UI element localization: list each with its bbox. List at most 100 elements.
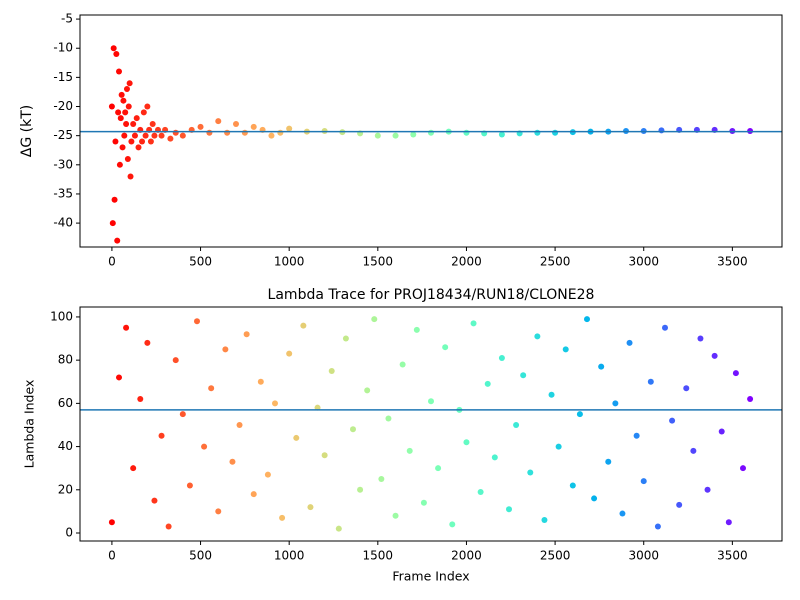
point <box>131 132 138 139</box>
point <box>127 173 134 180</box>
point <box>179 132 186 139</box>
point <box>215 508 222 515</box>
point <box>264 471 271 478</box>
point <box>576 411 583 418</box>
y-tick-label: 60 <box>58 396 73 410</box>
point <box>725 519 732 526</box>
x-tick-label: 1000 <box>274 549 305 563</box>
point <box>172 357 179 364</box>
point <box>139 138 146 145</box>
point <box>612 400 619 407</box>
point <box>158 432 165 439</box>
point <box>133 115 140 122</box>
point <box>241 129 248 136</box>
point <box>125 103 132 110</box>
point <box>144 103 151 110</box>
point <box>555 443 562 450</box>
point <box>732 370 739 377</box>
y-tick-label: -20 <box>53 99 73 113</box>
x-tick-label: 0 <box>108 255 116 269</box>
point <box>350 426 356 433</box>
point <box>151 497 158 504</box>
point <box>121 132 128 139</box>
point <box>229 458 236 465</box>
point <box>112 138 119 145</box>
point <box>111 196 118 203</box>
point <box>222 346 229 353</box>
point <box>584 316 590 323</box>
point <box>364 387 371 394</box>
point <box>268 132 275 139</box>
point <box>541 517 548 524</box>
axes-frame <box>79 14 783 248</box>
point <box>144 339 151 346</box>
point <box>449 521 456 528</box>
point <box>194 318 200 325</box>
point <box>328 367 335 374</box>
point <box>428 129 434 136</box>
y-tick-label: -25 <box>53 128 73 142</box>
point <box>117 115 124 122</box>
point <box>392 132 399 139</box>
point <box>115 109 122 116</box>
point <box>186 482 193 489</box>
point <box>116 374 122 381</box>
y-tick-label: 100 <box>50 309 73 323</box>
point <box>534 129 541 136</box>
y-tick-label: 20 <box>58 482 73 496</box>
point <box>165 523 172 530</box>
point <box>477 488 484 495</box>
point <box>215 118 222 125</box>
point <box>662 324 668 331</box>
x-tick-label: 2000 <box>451 255 482 269</box>
point <box>506 506 512 513</box>
x-tick-label: 2000 <box>451 549 482 563</box>
point <box>110 45 117 52</box>
x-tick-label: 1500 <box>363 549 394 563</box>
point <box>690 447 697 454</box>
x-axis-label: Frame Index <box>392 569 469 584</box>
x-tick-label: 2500 <box>540 549 571 563</box>
point <box>124 155 131 162</box>
point <box>300 322 307 329</box>
point <box>718 428 725 435</box>
point <box>130 465 137 472</box>
point <box>428 398 434 405</box>
point <box>740 465 746 472</box>
point <box>201 443 208 450</box>
point <box>640 478 647 485</box>
point <box>167 135 174 142</box>
point <box>463 439 470 446</box>
point <box>321 452 328 459</box>
point <box>562 346 569 353</box>
y-axis-label: ΔG (kT) <box>19 105 35 157</box>
x-tick-label: 3500 <box>717 549 748 563</box>
point <box>374 132 381 139</box>
y-tick-label: -40 <box>53 216 73 230</box>
point <box>130 121 137 128</box>
point <box>250 123 257 130</box>
x-tick-label: 500 <box>189 549 212 563</box>
point <box>548 391 555 398</box>
point <box>286 350 293 357</box>
point <box>126 80 133 87</box>
point <box>442 344 449 351</box>
point <box>335 525 342 532</box>
point <box>619 510 626 517</box>
point <box>257 378 264 385</box>
point <box>109 220 116 227</box>
point <box>654 523 661 530</box>
y-tick-label: 80 <box>58 353 73 367</box>
axes-frame <box>79 306 783 542</box>
point <box>142 132 149 139</box>
point <box>410 131 417 138</box>
x-tick-label: 0 <box>108 549 116 563</box>
point <box>116 161 123 168</box>
point <box>147 138 154 145</box>
chart-title: Lambda Trace for PROJ18434/RUN18/CLONE28 <box>268 287 595 303</box>
y-tick-label: -35 <box>53 186 73 200</box>
y-tick-label: -30 <box>53 157 73 171</box>
x-tick-label: 3500 <box>717 255 748 269</box>
x-tick-label: 500 <box>189 255 212 269</box>
point <box>669 417 676 424</box>
